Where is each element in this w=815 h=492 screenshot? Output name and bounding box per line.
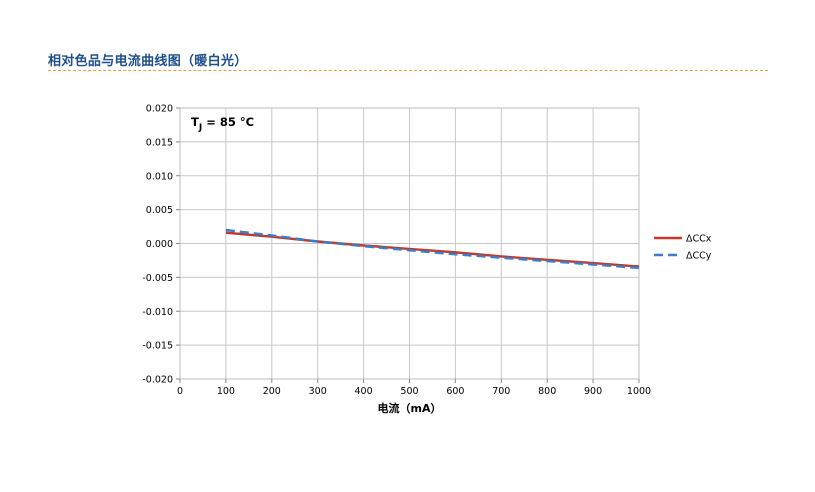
x-axis-ticks: 0 100 200 300 400 500 600 700 800 900 1000 bbox=[177, 379, 651, 397]
x-tick-label: 800 bbox=[538, 386, 556, 397]
x-tick-label: 0 bbox=[177, 386, 183, 397]
y-tick-label: 0.015 bbox=[146, 137, 173, 148]
x-tick-label: 100 bbox=[217, 386, 235, 397]
y-tick-label: -0.020 bbox=[142, 375, 173, 386]
junction-temperature-annotation: TJ = 85 °C bbox=[191, 115, 254, 133]
legend: ΔCCx ΔCCy bbox=[654, 234, 712, 262]
x-tick-label: 900 bbox=[584, 386, 602, 397]
series-line-dccy bbox=[225, 228, 640, 270]
x-tick-label: 1000 bbox=[627, 386, 651, 397]
annotation-subscript: J bbox=[198, 123, 202, 133]
x-tick-label: 700 bbox=[492, 386, 510, 397]
x-tick-label: 300 bbox=[309, 386, 327, 397]
y-tick-label: 0.005 bbox=[146, 205, 173, 216]
x-tick-label: 400 bbox=[355, 386, 373, 397]
y-tick-label: -0.010 bbox=[142, 307, 173, 318]
y-tick-label: -0.005 bbox=[142, 273, 173, 284]
heading-divider bbox=[48, 70, 768, 71]
annotation-main: T bbox=[191, 115, 199, 129]
y-tick-label: 0.010 bbox=[146, 171, 173, 182]
y-tick-label: -0.015 bbox=[142, 341, 173, 352]
y-tick-label: 0.000 bbox=[146, 239, 173, 250]
x-tick-label: 500 bbox=[400, 386, 418, 397]
series-line-dccx bbox=[225, 231, 640, 268]
y-tick-label: 0.020 bbox=[146, 104, 173, 115]
annotation-value: = 85 °C bbox=[202, 115, 254, 129]
gridlines bbox=[179, 107, 640, 380]
legend-label: ΔCCy bbox=[686, 251, 712, 262]
x-tick-label: 600 bbox=[446, 386, 464, 397]
series-layer bbox=[225, 228, 640, 270]
x-tick-label: 200 bbox=[263, 386, 281, 397]
x-axis-label: 电流（mA） bbox=[378, 401, 442, 415]
page-heading: 相对色品与电流曲线图（暖白光） bbox=[48, 54, 248, 69]
y-axis-ticks: -0.020 -0.015 -0.010 -0.005 0.000 0.005 0.010 0… bbox=[142, 104, 180, 386]
legend-label: ΔCCx bbox=[686, 234, 712, 245]
